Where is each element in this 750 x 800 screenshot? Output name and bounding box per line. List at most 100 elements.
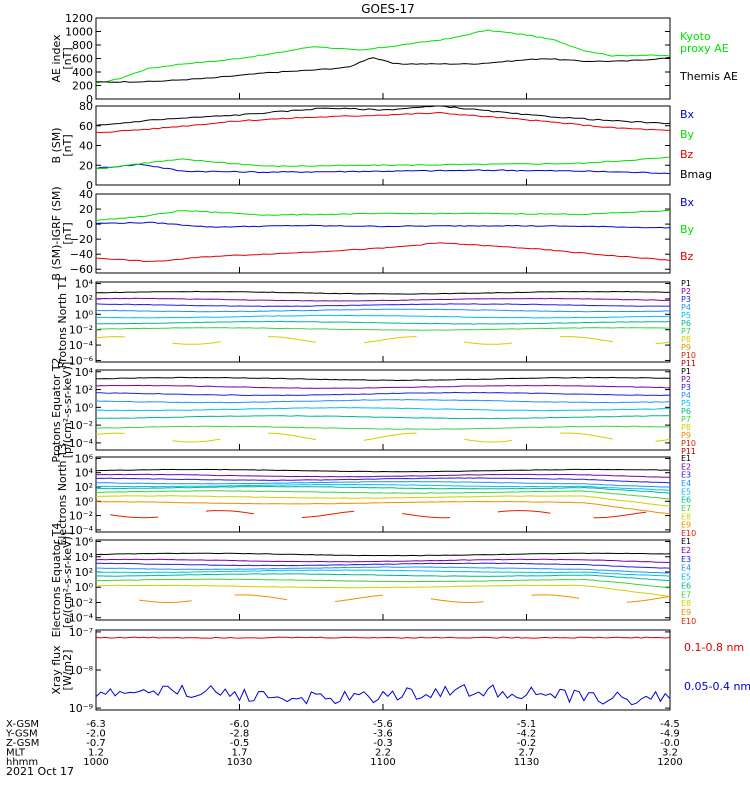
series-line-e6 [95, 573, 671, 582]
y-tick-label: 10⁻⁴ [69, 339, 94, 352]
y-tick-label: 20 [79, 203, 93, 216]
series-line-p5 [96, 314, 671, 319]
y-tick-label: 10⁰ [75, 495, 94, 508]
footer-value: 1.2 [88, 748, 104, 759]
footer-value: -6.0 [230, 719, 250, 730]
series-line-p4 [95, 308, 670, 313]
legend-xray-2: 0.05-0.4 nm [684, 680, 750, 693]
series-line-p2 [95, 297, 670, 302]
y-axis-label: Protons Equator T2[p/(cm²-s-sr-keV)] [50, 357, 74, 462]
footer-label-mlt: MLT [6, 748, 26, 759]
y-tick-label: 400 [72, 66, 93, 79]
footer-value: 1030 [227, 757, 252, 768]
figure-title: GOES-17 [361, 2, 415, 16]
footer-value: -0.5 [230, 738, 250, 749]
legend-by: By [680, 128, 695, 141]
series-line-e3 [95, 477, 671, 484]
legend-p1: P1 [681, 367, 691, 376]
series-line-p7 [95, 327, 670, 331]
y-axis-label: B (SM)-IGRF (SM)[nT] [50, 186, 74, 280]
footer-value: 3.2 [662, 748, 678, 759]
y-tick-label: 10⁻⁴ [69, 524, 94, 537]
series-line-e9 [139, 594, 671, 604]
panel-frame [95, 539, 671, 621]
legend-p11: P11 [681, 447, 696, 456]
series-line-e6 [95, 485, 671, 494]
y-tick-label: −20 [70, 233, 93, 246]
footer-value: -2.0 [86, 729, 106, 740]
series-line-by [95, 156, 671, 170]
legend-p3: P3 [681, 295, 691, 304]
legend-e1: E1 [681, 537, 691, 546]
series-line-bmag [95, 105, 671, 126]
series-line-e10 [110, 510, 647, 519]
series-line-themis-ae [95, 56, 671, 83]
series-line-p4 [95, 398, 671, 404]
y-tick-label: 10⁰ [75, 308, 94, 321]
footer-value: 1100 [370, 757, 395, 768]
series-line-e8 [95, 495, 671, 507]
series-line-e2 [95, 558, 671, 563]
legend-e5: E5 [681, 573, 691, 582]
footer-value: -0.7 [86, 738, 106, 749]
footer-value: -4.5 [660, 719, 680, 730]
footer-value: -5.6 [373, 719, 393, 730]
y-tick-label: 40 [79, 188, 93, 201]
legend-bmag: Bmag [680, 168, 712, 181]
legend-p6: P6 [681, 407, 691, 416]
legend-e9: E9 [681, 521, 691, 530]
series-line-bz [95, 242, 671, 263]
panel-3: 40 20 0 −20 −40 −60B (SM)-IGRF (SM)[nT] Bx By Bz [50, 186, 695, 280]
legend-bz: Bz [680, 250, 694, 263]
series-line-p1 [95, 290, 671, 295]
legend-e6: E6 [681, 496, 691, 505]
legend-e6: E6 [681, 581, 691, 590]
y-tick-label: 10⁻⁶ [69, 354, 94, 367]
legend-e7: E7 [681, 590, 691, 599]
legend-e8: E8 [681, 512, 691, 521]
footer-value: -5.1 [517, 719, 537, 730]
panel-2: 80 60 40 20 0 B (SM)[nT] Bx By Bz Bmag [50, 100, 712, 192]
series-line-e1 [95, 468, 671, 473]
footer-value: -3.6 [373, 729, 393, 740]
legend-e2: E2 [681, 546, 691, 555]
series-line-p6 [95, 320, 671, 325]
legend-p2: P2 [681, 375, 691, 384]
y-tick-label: 20 [79, 159, 93, 172]
series-line-xray-1 [95, 636, 671, 639]
y-tick-label: 0 [86, 93, 93, 106]
series-line-e7 [96, 490, 671, 500]
series-line-bx [95, 221, 671, 229]
y-tick-label: 10⁴ [75, 551, 94, 564]
series-line-p5 [95, 407, 671, 412]
legend-bx: Bx [680, 196, 695, 209]
legend-e8: E8 [681, 599, 691, 608]
y-tick-label: 10⁰ [75, 401, 94, 414]
series-line-kyoto-proxy-ae [95, 29, 671, 84]
series-line-e4 [95, 566, 671, 574]
footer-value: -6.3 [86, 719, 106, 730]
panel-frame [95, 17, 671, 100]
y-tick-label: 1000 [65, 26, 93, 39]
footer-value: -4.9 [660, 729, 680, 740]
y-tick-label: 10² [75, 384, 93, 397]
legend-p9: P9 [681, 343, 691, 352]
y-tick-label: 40 [79, 140, 93, 153]
footer-label-y-gsm: Y-GSM [5, 729, 38, 740]
legend-e2: E2 [681, 462, 691, 471]
y-tick-label: 10⁻² [69, 596, 93, 609]
footer-value: -0.2 [517, 738, 537, 749]
y-axis-label: Protons North T1 [56, 276, 69, 369]
legend-kyoto-proxy-ae: proxy AE [680, 42, 729, 55]
series-line-e1 [95, 552, 671, 557]
legend-bx: Bx [680, 108, 695, 121]
date-label: 2021 Oct 17 [6, 765, 74, 778]
legend-e3: E3 [681, 471, 691, 480]
footer-value: 1200 [657, 757, 682, 768]
y-tick-label: 10² [75, 293, 93, 306]
y-tick-label: 0 [86, 179, 93, 192]
legend-bz: Bz [680, 148, 694, 161]
